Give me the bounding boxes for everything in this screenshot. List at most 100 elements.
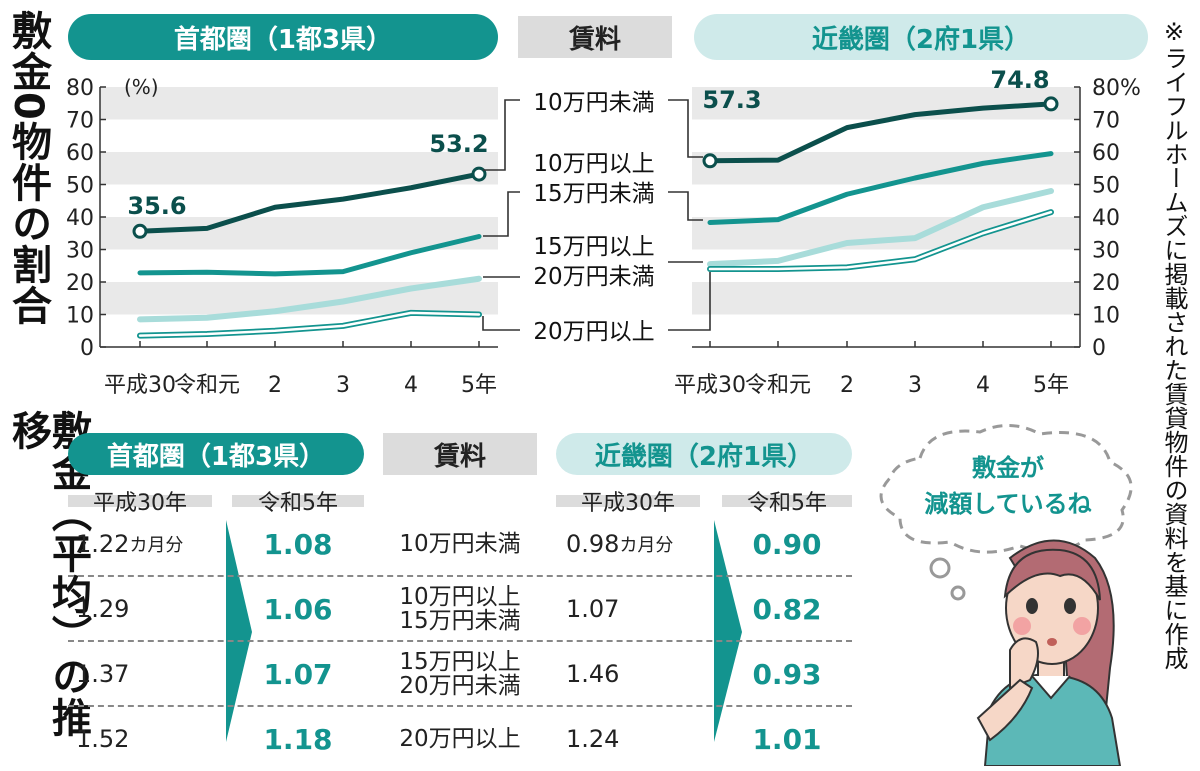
legend-10-15-b: 15万円未満 [533,181,654,207]
y-tick-label: 40 [1092,206,1120,231]
y-tick-label: 20 [1092,271,1120,296]
legend-ge20: 20万円以上 [533,319,654,345]
woman-collar [1031,675,1071,700]
x-tick-label: 3 [908,373,922,398]
series-line [137,275,482,323]
woman-eye-left [1026,598,1038,614]
upper-chart-title: 敷金0物件の割合 [5,10,51,326]
kinki-r5-value: 0.93 [752,657,822,691]
x-tick-label: 3 [336,373,350,398]
kinki-h30-value: 1.07 [566,595,620,623]
table-kinki-header: 近畿圏（2府1県） [556,433,852,475]
data-label: 57.3 [702,86,761,114]
row-divider [68,705,852,707]
grid-band [692,87,1080,120]
y-tick-label: 80% [1092,76,1141,101]
grid-band [100,152,498,185]
y-tick-label: 80 [66,76,94,101]
y-tick-label: 60 [66,141,94,166]
data-point-marker [1043,96,1059,112]
bubble-line2: 減額しているね [924,490,1091,518]
shutoken-r5-value: 1.18 [263,722,333,756]
shutoken-r5-value: 1.08 [263,527,333,561]
shutoken-header: 首都圏（1都3県） [68,14,498,60]
woman-mouth [1047,638,1057,646]
thought-dot [950,585,966,601]
woman-cheek-right [1073,617,1091,635]
y-axis-label: (%) [124,75,159,99]
series-line-inner [138,311,481,337]
data-point-marker [132,223,148,239]
shutoken-h30-value: 1.29 [76,595,130,623]
y-tick-label: 0 [1092,336,1106,361]
colbar-k-h30 [556,495,700,507]
y-tick-label: 20 [66,271,94,296]
y-tick-label: 10 [66,304,94,329]
woman-bangs [1003,548,1101,601]
x-tick-label: 4 [404,373,418,398]
grid-band [692,282,1080,315]
kinki-h30-value: 1.46 [566,660,620,688]
col-header-s-r5: 令和5年 [258,491,338,516]
woman-arm [976,678,1034,742]
x-tick-label: 2 [268,373,282,398]
data-label: 53.2 [429,130,488,158]
series-line-inner [708,210,1053,271]
colbar-s-h30 [68,495,212,507]
data-label: 74.8 [990,66,1049,94]
x-tick-label: 令和元 [745,373,811,398]
y-tick-label: 70 [1092,109,1120,134]
y-tick-label: 30 [1092,239,1120,264]
shutoken-h30-value: 1.22 カ月分 [76,530,184,558]
rent-header: 賃料 [518,16,672,58]
x-tick-label: 4 [976,373,990,398]
data-point-marker [702,153,718,169]
shutoken-r5-value: 1.07 [263,657,333,691]
data-point-marker [471,166,487,182]
y-tick-label: 10 [1092,304,1120,329]
x-tick-label: 2 [840,373,854,398]
bubble-line1: 敷金が [972,454,1044,482]
series-line [137,234,482,277]
x-tick-label: 平成30 [674,373,746,398]
kinki-header: 近畿圏（2府1県） [694,14,1148,60]
x-tick-label: 令和元 [174,373,240,398]
kinki-h30-value: 0.98 カ月分 [566,530,674,558]
y-tick-label: 0 [80,336,94,361]
y-tick-label: 60 [1092,141,1120,166]
source-note: ※ライフルホームズに掲載された賃貸物件の資料を基に作成 [1160,18,1188,670]
data-label: 35.6 [127,192,186,220]
series-line [707,151,1054,226]
rent-category: 20万円以上 [399,725,521,752]
rent-category: 10万円未満 [399,530,521,557]
kinki-r5-value: 0.90 [752,527,822,561]
x-tick-label: 平成30 [104,373,176,398]
grid-band [100,87,498,120]
x-tick-label: 5年 [461,373,497,398]
y-tick-label: 30 [66,239,94,264]
rent-category: 10万円以上 15万円未満 [399,583,521,634]
y-tick-label: 70 [66,109,94,134]
shutoken-h30-value: 1.52 [76,725,130,753]
thought-illustration: 敷金が 減額しているね [879,423,1133,766]
kinki-r5-value: 0.82 [752,592,822,626]
x-tick-label: 5年 [1033,373,1069,398]
legend-15-20-a: 15万円以上 [533,234,654,260]
shutoken-h30-value: 1.37 [76,660,130,688]
legend-15-20-b: 20万円未満 [533,264,654,290]
shutoken-r5-value: 1.06 [263,592,333,626]
table-rent-header: 賃料 [383,433,537,475]
legend-lt10: 10万円未満 [533,90,654,116]
y-tick-label: 50 [1092,174,1120,199]
woman-eye-right [1064,598,1076,614]
thought-cloud [879,423,1133,554]
row-divider [68,640,852,642]
woman-cheek-left [1013,617,1031,635]
table-shutoken-header: 首都圏（1都3県） [68,433,364,475]
legend-10-15-a: 10万円以上 [533,151,654,177]
colbar-s-r5 [232,495,364,507]
kinki-r5-value: 1.01 [752,722,822,756]
row-divider [68,575,852,577]
rent-category: 15万円以上 20万円未満 [399,648,521,699]
